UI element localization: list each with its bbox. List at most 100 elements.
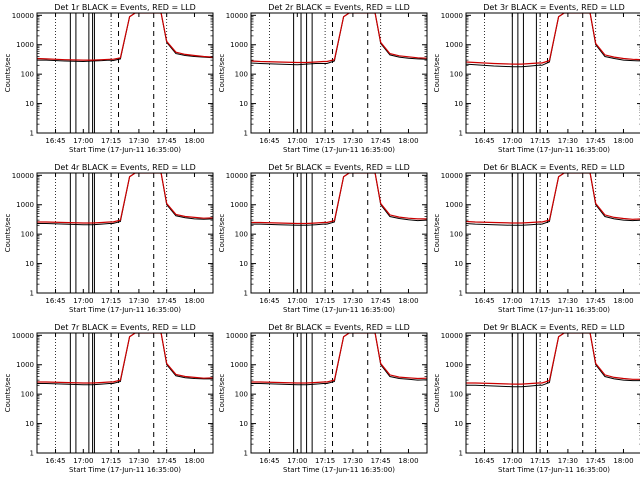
y-axis-label: Counts/sec xyxy=(218,54,226,93)
x-axis-label: Start Time (17-Jun-11 16:35:00) xyxy=(69,146,181,154)
x-tick-label: 17:45 xyxy=(371,297,391,305)
marker-lines xyxy=(484,13,597,133)
x-tick-label: 17:15 xyxy=(315,457,335,465)
y-axis-label: Counts/sec xyxy=(433,214,441,253)
lld-series-line xyxy=(251,333,427,384)
y-tick-label: 1 xyxy=(30,450,34,458)
y-tick-label: 10000 xyxy=(12,332,34,340)
y-tick-label: 10 xyxy=(239,420,248,428)
y-axis-label: Counts/sec xyxy=(433,54,441,93)
series-group xyxy=(37,13,213,63)
y-tick-label: 10 xyxy=(454,100,463,108)
x-tick-label: 17:45 xyxy=(157,137,177,145)
y-axis-label: Counts/sec xyxy=(4,54,12,93)
marker-lines xyxy=(269,333,382,453)
y-tick-label: 1 xyxy=(459,130,463,138)
y-tick-label: 1 xyxy=(30,130,34,138)
y-tick-label: 100 xyxy=(450,71,463,79)
y-tick-label: 100 xyxy=(21,71,34,79)
x-axis-label: Start Time (17-Jun-11 16:35:00) xyxy=(69,466,181,474)
x-tick-label: 17:45 xyxy=(371,457,391,465)
x-tick-label: 16:45 xyxy=(259,137,279,145)
x-tick-label: 16:45 xyxy=(259,297,279,305)
y-tick-label: 100 xyxy=(450,231,463,239)
y-tick-label: 1000 xyxy=(445,41,463,49)
x-tick-label: 17:30 xyxy=(343,457,363,465)
plot-frame xyxy=(465,332,640,454)
panel-title: Det 7r BLACK = Events, RED = LLD xyxy=(54,323,196,332)
x-tick-label: 16:45 xyxy=(259,457,279,465)
x-tick-label: 17:00 xyxy=(73,137,93,145)
y-tick-label: 1000 xyxy=(16,201,34,209)
lld-series-line xyxy=(37,13,213,61)
y-tick-label: 1000 xyxy=(16,361,34,369)
x-tick-label: 17:45 xyxy=(586,297,606,305)
detector-panel: 1 10 100 1000 10000 16:45 17:00 17:15 17:30 17:45… xyxy=(4,163,214,314)
x-tick-label: 18:00 xyxy=(613,297,633,305)
series-group xyxy=(37,173,213,226)
series-group xyxy=(251,13,427,66)
x-tick-label: 17:15 xyxy=(315,297,335,305)
y-tick-label: 1 xyxy=(459,290,463,298)
x-axis-label: Start Time (17-Jun-11 16:35:00) xyxy=(498,146,610,154)
x-tick-label: 18:00 xyxy=(398,137,418,145)
y-tick-label: 1 xyxy=(244,450,248,458)
lld-series-line xyxy=(251,13,427,64)
x-tick-label: 18:00 xyxy=(398,297,418,305)
x-tick-label: 18:00 xyxy=(613,137,633,145)
y-tick-label: 1 xyxy=(244,130,248,138)
marker-lines xyxy=(55,333,168,453)
x-tick-label: 17:45 xyxy=(586,457,606,465)
y-axis-label: Counts/sec xyxy=(218,374,226,413)
y-tick-label: 100 xyxy=(235,391,248,399)
x-tick-label: 17:00 xyxy=(502,137,522,145)
y-tick-label: 10000 xyxy=(226,332,248,340)
detector-panel: 1 10 100 1000 10000 16:45 17:00 17:15 17:30 17:45… xyxy=(218,163,428,314)
y-tick-label: 10 xyxy=(454,420,463,428)
x-tick-label: 17:00 xyxy=(287,457,307,465)
x-tick-label: 18:00 xyxy=(184,297,204,305)
y-tick-label: 100 xyxy=(21,231,34,239)
x-tick-label: 17:15 xyxy=(315,137,335,145)
x-tick-label: 17:30 xyxy=(129,297,149,305)
x-tick-label: 16:45 xyxy=(474,457,494,465)
detector-panel: 1 10 100 1000 10000 16:45 17:00 17:15 17:30 17:45… xyxy=(4,3,214,154)
y-tick-label: 10000 xyxy=(441,332,463,340)
marker-lines xyxy=(55,173,168,293)
detector-panel: 1 10 100 1000 10000 16:45 17:00 17:15 17:30 17:45… xyxy=(4,323,214,474)
x-axis-label: Start Time (17-Jun-11 16:35:00) xyxy=(283,466,395,474)
x-tick-label: 17:30 xyxy=(558,137,578,145)
plot-frame xyxy=(465,12,640,134)
series-group xyxy=(37,333,213,386)
series-group xyxy=(466,333,640,388)
marker-lines xyxy=(484,173,597,293)
lld-series-line xyxy=(466,173,640,224)
x-tick-label: 17:00 xyxy=(502,457,522,465)
lld-series-line xyxy=(37,333,213,384)
x-tick-label: 17:00 xyxy=(502,297,522,305)
panel-title: Det 1r BLACK = Events, RED = LLD xyxy=(54,3,196,12)
plot-frame xyxy=(36,172,214,294)
x-tick-label: 17:15 xyxy=(530,457,550,465)
y-tick-label: 10000 xyxy=(12,12,34,20)
y-axis-label: Counts/sec xyxy=(218,214,226,253)
x-tick-label: 18:00 xyxy=(398,457,418,465)
panel-title: Det 4r BLACK = Events, RED = LLD xyxy=(54,163,196,172)
y-tick-label: 10 xyxy=(25,260,34,268)
y-tick-label: 10000 xyxy=(12,172,34,180)
detector-panel: 1 10 100 1000 10000 16:45 17:00 17:15 17:30 17:45… xyxy=(433,3,640,154)
series-group xyxy=(466,13,640,68)
plot-frame xyxy=(250,332,428,454)
y-tick-label: 10 xyxy=(454,260,463,268)
x-tick-label: 17:45 xyxy=(586,137,606,145)
panel-title: Det 2r BLACK = Events, RED = LLD xyxy=(268,3,410,12)
y-tick-label: 10 xyxy=(25,100,34,108)
y-tick-label: 10000 xyxy=(226,172,248,180)
x-tick-label: 18:00 xyxy=(184,137,204,145)
y-tick-label: 1 xyxy=(459,450,463,458)
y-tick-label: 1 xyxy=(244,290,248,298)
lld-series-line xyxy=(251,173,427,225)
x-tick-label: 16:45 xyxy=(474,137,494,145)
y-tick-label: 100 xyxy=(235,71,248,79)
x-tick-label: 16:45 xyxy=(45,137,65,145)
